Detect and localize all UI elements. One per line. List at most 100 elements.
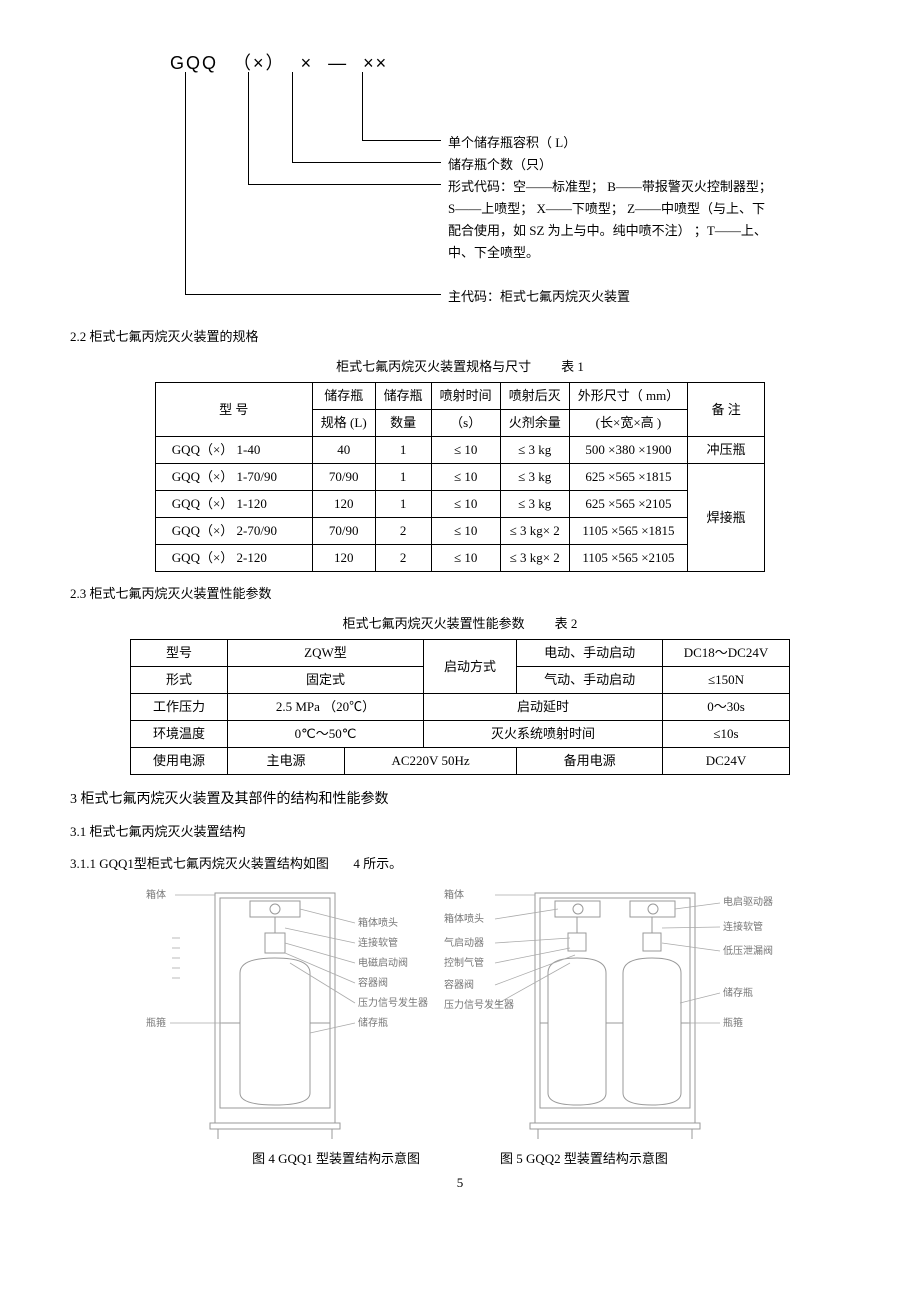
cell: 1105 ×565 ×1815 — [569, 518, 687, 545]
cell: 70/90 — [312, 518, 375, 545]
th: 外形尺寸（ mm） — [569, 383, 687, 410]
cell: DC18～DC24V — [663, 640, 790, 667]
desc-line: 储存瓶个数（只） — [448, 154, 552, 176]
section-3-1-1: 3.1.1 GQQ1型柜式七氟丙烷灭火装置结构如图 4 所示。 — [70, 854, 850, 874]
cell: 120 — [312, 545, 375, 572]
desc-text-line: 形式代码：空——标准型； B——带报警灭火控制器型； — [448, 176, 848, 198]
cell: GQQ（×） 1-40 — [155, 437, 312, 464]
fig-label: 连接软管 — [723, 920, 763, 933]
fig-label: 储存瓶 — [358, 1016, 388, 1029]
fig-label: 压力信号发生器 — [444, 998, 514, 1011]
desc-line: 形式代码：空——标准型； B——带报警灭火控制器型； S——上喷型； X——下喷… — [448, 176, 848, 264]
cell: GQQ（×） 2-120 — [155, 545, 312, 572]
table-1: 型 号 储存瓶 储存瓶 喷射时间 喷射后灭 外形尺寸（ mm） 备 注 规格 (… — [155, 382, 765, 572]
cell: 启动延时 — [423, 694, 662, 721]
th: (长×宽×高 ) — [569, 410, 687, 437]
th: 储存瓶 — [375, 383, 431, 410]
text: 4 所示。 — [353, 856, 402, 871]
cell: 1 — [375, 464, 431, 491]
cell: 0～30s — [663, 694, 790, 721]
figure-row: 箱体 瓶箍 箱体喷头 连接软管 电磁启动阀 容器阀 压力信号发生器 储存瓶 — [70, 883, 850, 1143]
section-2-2: 2.2 柜式七氟丙烷灭火装置的规格 — [70, 327, 850, 347]
cell: AC220V 50Hz — [345, 748, 517, 775]
cell: 环境温度 — [131, 721, 228, 748]
th: 数量 — [375, 410, 431, 437]
table-row: GQQ（×） 2-120 120 2 ≤ 10 ≤ 3 kg× 2 1105 ×… — [155, 545, 764, 572]
cell: ≤ 3 kg× 2 — [500, 518, 569, 545]
caption-text: 柜式七氟丙烷灭火装置性能参数 — [343, 616, 525, 631]
cell: 500 ×380 ×1900 — [569, 437, 687, 464]
fig-label: 瓶箍 — [146, 1016, 166, 1029]
cell: 70/90 — [312, 464, 375, 491]
code-part: （×） — [233, 53, 286, 73]
fig-label: 电启驱动器 — [723, 895, 773, 908]
section-3-1: 3.1 柜式七氟丙烷灭火装置结构 — [70, 822, 850, 842]
table-row: 工作压力 2.5 MPa （20℃） 启动延时 0～30s — [131, 694, 790, 721]
cell: ≤ 3 kg — [500, 464, 569, 491]
table-2: 型号 ZQW型 启动方式 电动、手动启动 DC18～DC24V 形式 固定式 气… — [130, 639, 790, 775]
cell: 625 ×565 ×2105 — [569, 491, 687, 518]
fig-label: 连接软管 — [358, 936, 398, 949]
cell: ≤10s — [663, 721, 790, 748]
cell: 电动、手动启动 — [517, 640, 663, 667]
table-row: 使用电源 主电源 AC220V 50Hz 备用电源 DC24V — [131, 748, 790, 775]
fig-label: 储存瓶 — [723, 986, 753, 999]
fig4-caption: 图 4 GQQ1 型装置结构示意图 — [252, 1149, 420, 1169]
th-note: 备 注 — [688, 383, 765, 437]
fig-label: 气启动器 — [444, 936, 484, 949]
model-code-diagram: GQQ （×） × — ×× 单个储存瓶容积（ L） 储存瓶个数（只） 形式代码… — [110, 50, 850, 315]
code-part: — — [328, 53, 348, 73]
table-row: GQQ（×） 2-70/90 70/90 2 ≤ 10 ≤ 3 kg× 2 11… — [155, 518, 764, 545]
section-3: 3 柜式七氟丙烷灭火装置及其部件的结构和性能参数 — [70, 789, 850, 810]
cell: 2.5 MPa （20℃） — [228, 694, 424, 721]
cell: ≤ 3 kg — [500, 491, 569, 518]
cell: 2 — [375, 518, 431, 545]
desc-line: 主代码：柜式七氟丙烷灭火装置 — [448, 286, 630, 308]
fig-label: 容器阀 — [444, 978, 474, 991]
page-number: 5 — [70, 1173, 850, 1193]
table-row: GQQ（×） 1-120 120 1 ≤ 10 ≤ 3 kg 625 ×565 … — [155, 491, 764, 518]
desc-text-line: 中、下全喷型。 — [448, 242, 848, 264]
cell: 启动方式 — [423, 640, 516, 694]
fig-label: 控制气管 — [444, 956, 484, 969]
cell: 使用电源 — [131, 748, 228, 775]
table2-caption: 柜式七氟丙烷灭火装置性能参数 表 2 — [70, 614, 850, 634]
cell: 灭火系统喷射时间 — [423, 721, 662, 748]
figure-5: 箱体 箱体喷头 气启动器 控制气管 容器阀 压力信号发生器 电启驱动器 连接软管… — [440, 883, 780, 1143]
cell: ≤ 10 — [431, 464, 500, 491]
fig-label: 箱体喷头 — [444, 912, 484, 925]
desc-line: 单个储存瓶容积（ L） — [448, 132, 576, 154]
desc-text-line: S——上喷型； X——下喷型； Z——中喷型（与上、下 — [448, 198, 848, 220]
cell: ≤ 10 — [431, 518, 500, 545]
cell: ≤ 10 — [431, 491, 500, 518]
caption-num: 表 2 — [555, 616, 578, 631]
th: 储存瓶 — [312, 383, 375, 410]
text: 3.1.1 GQQ1型柜式七氟丙烷灭火装置结构如图 — [70, 856, 329, 871]
cell: 固定式 — [228, 667, 424, 694]
cell: ≤ 10 — [431, 437, 500, 464]
cell: 1105 ×565 ×2105 — [569, 545, 687, 572]
table-row: 型号 ZQW型 启动方式 电动、手动启动 DC18～DC24V — [131, 640, 790, 667]
th: 喷射时间 — [431, 383, 500, 410]
table1-caption: 柜式七氟丙烷灭火装置规格与尺寸表 1 — [70, 357, 850, 377]
figure-captions: 图 4 GQQ1 型装置结构示意图 图 5 GQQ2 型装置结构示意图 — [70, 1149, 850, 1169]
cell: DC24V — [663, 748, 790, 775]
fig-label: 压力信号发生器 — [358, 996, 428, 1009]
code-part: ×× — [363, 53, 388, 73]
table-row: GQQ（×） 1-40 40 1 ≤ 10 ≤ 3 kg 500 ×380 ×1… — [155, 437, 764, 464]
cell: 1 — [375, 491, 431, 518]
fig-label: 箱体 — [444, 888, 464, 901]
cell: 0℃～50℃ — [228, 721, 424, 748]
caption-text: 柜式七氟丙烷灭火装置规格与尺寸 — [336, 359, 531, 374]
th: 火剂余量 — [500, 410, 569, 437]
fig-label: 容器阀 — [358, 976, 388, 989]
figure-4: 箱体 瓶箍 箱体喷头 连接软管 电磁启动阀 容器阀 压力信号发生器 储存瓶 — [140, 883, 430, 1143]
fig-label: 瓶箍 — [723, 1016, 743, 1029]
section-2-3: 2.3 柜式七氟丙烷灭火装置性能参数 — [70, 584, 850, 604]
fig-label: 箱体喷头 — [358, 916, 398, 929]
cell: 主电源 — [228, 748, 345, 775]
cell: 40 — [312, 437, 375, 464]
cell: 焊接瓶 — [688, 464, 765, 572]
cell: 型号 — [131, 640, 228, 667]
cell: 备用电源 — [517, 748, 663, 775]
